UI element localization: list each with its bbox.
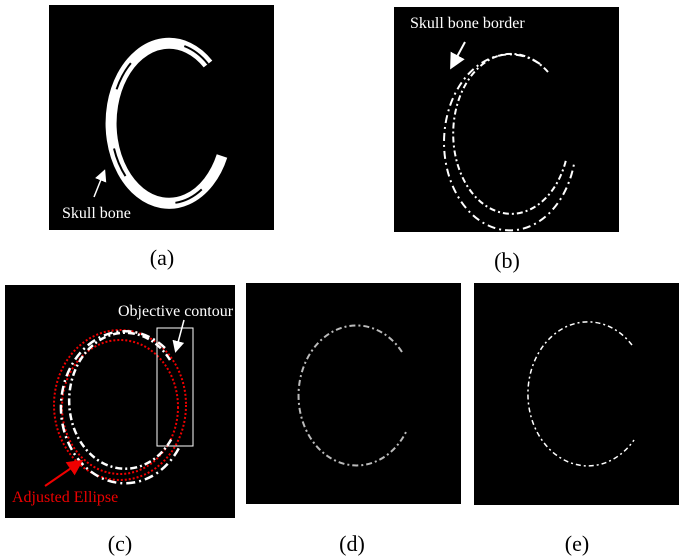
panel-b: Skull bone border (b) bbox=[394, 7, 619, 273]
panel-label: (b) bbox=[494, 248, 520, 273]
panel-a: Skull bone (a) bbox=[49, 5, 274, 270]
figure: Skull bone (a) Skull bone border (b) Obj… bbox=[0, 0, 679, 558]
panel-label: (d) bbox=[339, 531, 365, 556]
panel-c: Objective contour Adjusted Ellipse (c) bbox=[5, 285, 235, 556]
annotation: Adjusted Ellipse bbox=[12, 489, 118, 506]
panel-label: (a) bbox=[150, 245, 174, 270]
annotation: Objective contour bbox=[118, 303, 234, 320]
panel-e: (e) bbox=[474, 283, 679, 556]
annotation: Skull bone border bbox=[410, 15, 525, 32]
annotation: Skull bone bbox=[62, 205, 131, 222]
panel-d: (d) bbox=[246, 283, 461, 556]
panel-label: (e) bbox=[565, 531, 589, 556]
panel-label: (c) bbox=[108, 531, 132, 556]
